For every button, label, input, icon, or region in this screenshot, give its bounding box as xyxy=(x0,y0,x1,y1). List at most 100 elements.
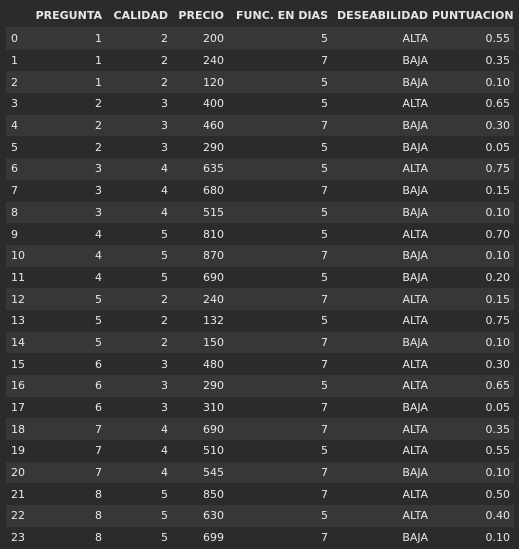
cell-deseabilidad: BAJA xyxy=(402,75,428,89)
cell-deseabilidad: ALTA xyxy=(402,422,428,436)
table-row: 17 6 3 310 7 BAJA 0.05 xyxy=(6,396,514,419)
cell-pregunta: 2 xyxy=(95,119,102,133)
table-row: 9 4 5 810 5 ALTA 0.70 xyxy=(6,223,514,245)
cell-puntuacion: 0.40 xyxy=(485,509,511,523)
cell-deseabilidad: ALTA xyxy=(402,509,428,523)
cell-calidad: 3 xyxy=(161,140,168,154)
cell-calidad: 2 xyxy=(161,335,168,349)
cell-calidad: 5 xyxy=(161,227,168,241)
cell-calidad: 3 xyxy=(161,401,168,415)
cell-precio: 132 xyxy=(203,314,224,328)
col-header-index xyxy=(6,3,34,28)
cell-deseabilidad: BAJA xyxy=(402,335,428,349)
cell-pregunta: 1 xyxy=(95,75,102,89)
cell-calidad: 5 xyxy=(161,509,168,523)
cell-puntuacion: 0.75 xyxy=(485,314,511,328)
row-index: 10 xyxy=(11,249,25,263)
cell-pregunta: 5 xyxy=(95,314,102,328)
cell-precio: 690 xyxy=(203,270,224,284)
cell-precio: 635 xyxy=(203,162,224,176)
cell-precio: 699 xyxy=(203,531,224,545)
cell-deseabilidad: BAJA xyxy=(402,466,428,480)
cell-puntuacion: 0.05 xyxy=(485,401,511,415)
cell-pregunta: 6 xyxy=(95,401,102,415)
cell-calidad: 2 xyxy=(161,54,168,68)
cell-puntuacion: 0.30 xyxy=(485,119,511,133)
cell-puntuacion: 0.55 xyxy=(485,32,511,46)
cell-pregunta: 2 xyxy=(95,140,102,154)
row-index: 6 xyxy=(11,162,18,176)
cell-pregunta: 7 xyxy=(95,444,102,458)
row-index: 17 xyxy=(11,401,25,415)
table-row: 16 6 3 290 5 ALTA 0.65 xyxy=(6,375,514,397)
table-row: 6 3 4 635 5 ALTA 0.75 xyxy=(6,158,514,180)
cell-precio: 545 xyxy=(203,466,224,480)
row-index: 0 xyxy=(11,32,18,46)
cell-precio: 150 xyxy=(203,335,224,349)
cell-precio: 290 xyxy=(203,379,224,393)
cell-calidad: 2 xyxy=(161,75,168,89)
cell-precio: 240 xyxy=(203,54,224,68)
cell-func-en-dias: 7 xyxy=(321,487,328,501)
row-index: 2 xyxy=(11,75,18,89)
row-index: 23 xyxy=(11,531,25,545)
cell-puntuacion: 0.35 xyxy=(485,54,511,68)
cell-puntuacion: 0.05 xyxy=(485,140,511,154)
cell-func-en-dias: 5 xyxy=(321,227,328,241)
table-row: 0 1 2 200 5 ALTA 0.55 xyxy=(6,27,514,50)
table-row: 13 5 2 132 5 ALTA 0.75 xyxy=(6,309,514,332)
cell-pregunta: 7 xyxy=(95,422,102,436)
cell-precio: 310 xyxy=(203,401,224,415)
cell-func-en-dias: 5 xyxy=(321,379,328,393)
cell-deseabilidad: BAJA xyxy=(402,531,428,545)
cell-func-en-dias: 7 xyxy=(321,466,328,480)
cell-pregunta: 4 xyxy=(95,270,102,284)
cell-precio: 870 xyxy=(203,249,224,263)
cell-pregunta: 1 xyxy=(95,32,102,46)
cell-func-en-dias: 5 xyxy=(321,270,328,284)
cell-precio: 810 xyxy=(203,227,224,241)
cell-precio: 630 xyxy=(203,509,224,523)
row-index: 12 xyxy=(11,292,25,306)
row-index: 21 xyxy=(11,487,25,501)
table-row: 12 5 2 240 7 ALTA 0.15 xyxy=(6,288,514,310)
cell-precio: 400 xyxy=(203,97,224,111)
col-header-calidad: CALIDAD xyxy=(106,3,172,28)
row-index: 14 xyxy=(11,335,25,349)
row-index: 19 xyxy=(11,444,25,458)
row-index: 16 xyxy=(11,379,25,393)
cell-puntuacion: 0.10 xyxy=(485,335,511,349)
table-row: 19 7 4 510 5 ALTA 0.55 xyxy=(6,440,514,462)
cell-precio: 690 xyxy=(203,422,224,436)
row-index: 1 xyxy=(11,54,18,68)
cell-deseabilidad: BAJA xyxy=(402,249,428,263)
row-index: 8 xyxy=(11,205,18,219)
cell-calidad: 4 xyxy=(161,444,168,458)
cell-func-en-dias: 5 xyxy=(321,444,328,458)
cell-func-en-dias: 7 xyxy=(321,401,328,415)
cell-deseabilidad: BAJA xyxy=(402,54,428,68)
row-index: 4 xyxy=(11,119,18,133)
table-row: 2 1 2 120 5 BAJA 0.10 xyxy=(6,71,514,94)
cell-deseabilidad: BAJA xyxy=(402,401,428,415)
cell-puntuacion: 0.65 xyxy=(485,379,511,393)
row-index: 7 xyxy=(11,184,18,198)
cell-calidad: 4 xyxy=(161,422,168,436)
cell-deseabilidad: ALTA xyxy=(402,32,428,46)
cell-pregunta: 8 xyxy=(95,487,102,501)
cell-deseabilidad: BAJA xyxy=(402,119,428,133)
row-index: 9 xyxy=(11,227,18,241)
table-row: 1 1 2 240 7 BAJA 0.35 xyxy=(6,49,514,72)
cell-func-en-dias: 7 xyxy=(321,54,328,68)
table-header: PREGUNTA CALIDAD PRECIO FUNC. EN DIAS DE… xyxy=(6,3,514,28)
cell-precio: 240 xyxy=(203,292,224,306)
cell-deseabilidad: BAJA xyxy=(402,140,428,154)
cell-func-en-dias: 5 xyxy=(321,162,328,176)
cell-func-en-dias: 5 xyxy=(321,314,328,328)
cell-puntuacion: 0.75 xyxy=(485,162,511,176)
cell-puntuacion: 0.50 xyxy=(485,487,511,501)
table-row: 8 3 4 515 5 BAJA 0.10 xyxy=(6,201,514,224)
cell-puntuacion: 0.10 xyxy=(485,249,511,263)
cell-calidad: 4 xyxy=(161,205,168,219)
